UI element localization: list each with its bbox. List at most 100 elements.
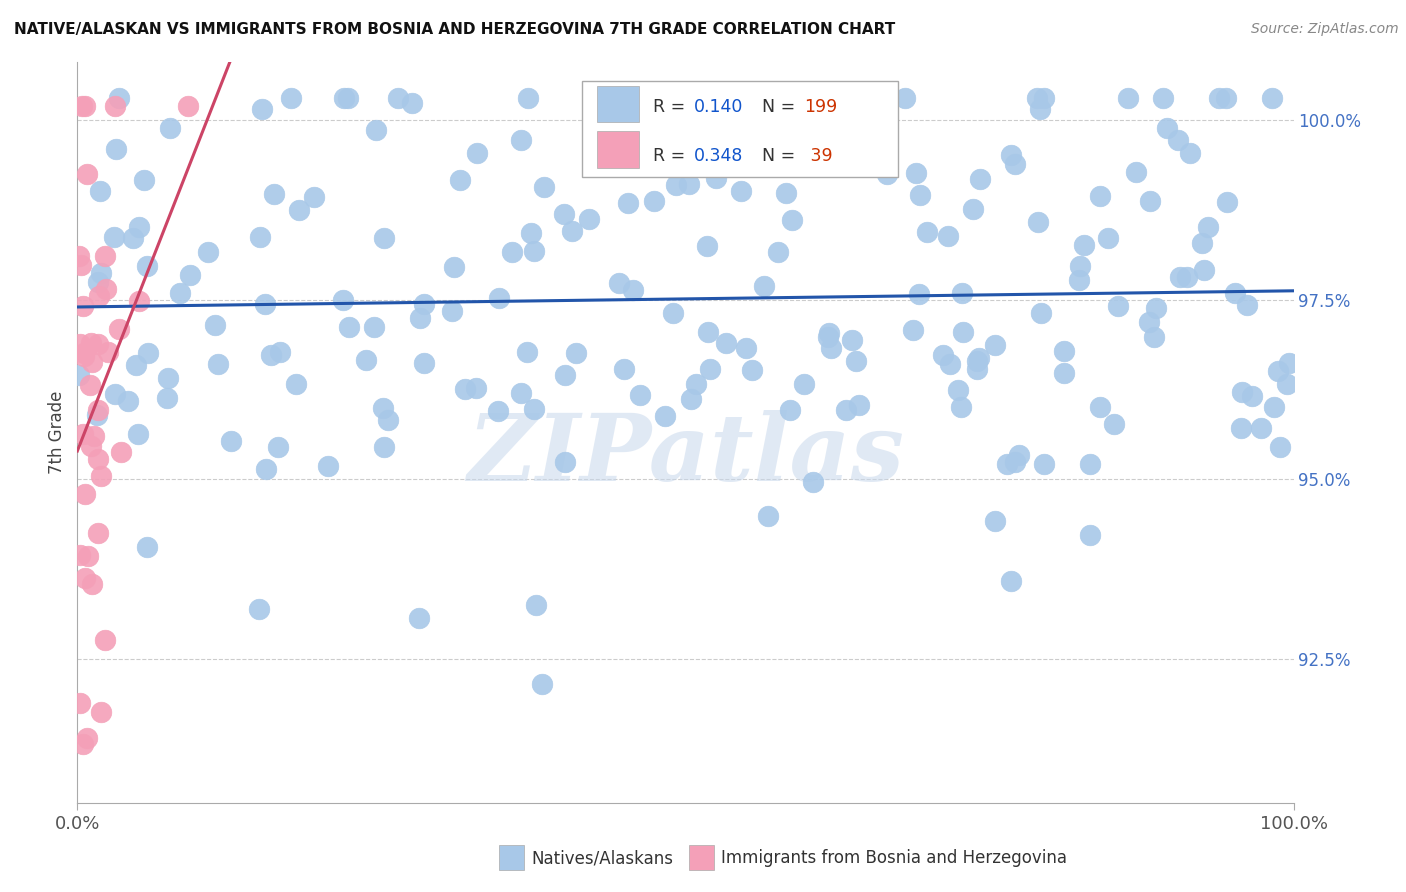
Point [1000,148,1022,162]
Text: N =: N = [762,98,801,116]
Point [363,320,385,334]
Point [104,98,127,112]
Point [76,549,98,563]
Point [413,355,436,369]
Point [679,392,702,406]
Point [377,412,399,426]
Point [1139,194,1161,208]
Point [952,325,974,339]
Point [1168,269,1191,284]
Point [1215,91,1237,105]
Point [221,434,243,448]
Point [1250,421,1272,435]
Point [817,326,839,340]
Point [1230,385,1253,400]
Point [1192,263,1215,277]
Point [966,361,988,376]
Point [1026,215,1049,229]
Point [1078,527,1101,541]
Point [94,283,117,297]
Point [530,677,553,691]
Point [623,130,645,145]
Point [936,228,959,243]
Point [287,203,309,218]
Point [779,402,801,417]
Point [1197,219,1219,234]
Point [946,383,969,397]
Point [336,91,359,105]
Point [665,178,688,193]
Point [1053,366,1076,380]
Point [835,403,858,417]
Point [89,184,111,198]
Point [520,226,543,240]
Text: R =: R = [652,147,690,165]
Point [607,276,630,290]
Point [121,231,143,245]
Point [465,146,488,161]
Y-axis label: 7th Grade: 7th Grade [48,391,66,475]
Point [643,194,665,208]
Point [250,102,273,116]
Point [683,145,706,160]
Text: 199: 199 [804,98,838,116]
Point [1090,400,1112,414]
Point [821,93,844,107]
Point [267,440,290,454]
Point [554,454,576,468]
Point [1261,91,1284,105]
Point [1033,91,1056,105]
Point [1104,417,1126,431]
Point [488,291,510,305]
Text: Source: ZipAtlas.com: Source: ZipAtlas.com [1251,22,1399,37]
Point [685,376,707,391]
Point [1097,231,1119,245]
Point [917,225,939,239]
Point [87,452,110,467]
Point [117,393,139,408]
Point [302,190,325,204]
Point [94,632,117,647]
Text: Immigrants from Bosnia and Herzegovina: Immigrants from Bosnia and Herzegovina [721,849,1067,867]
Point [73,349,96,363]
Point [908,187,931,202]
Point [73,487,96,501]
Point [67,368,90,383]
Point [630,388,652,402]
Point [249,230,271,244]
Point [613,362,636,376]
Point [848,398,870,412]
Point [938,357,960,371]
Point [387,91,409,105]
Point [775,186,797,200]
Point [69,337,91,351]
Point [1178,146,1201,161]
Point [413,296,436,310]
Point [1025,91,1047,105]
Point [523,244,546,259]
Point [1125,164,1147,178]
Point [1033,457,1056,471]
Point [90,705,112,719]
Point [967,351,990,365]
Point [136,345,159,359]
Point [1263,400,1285,414]
Point [1088,189,1111,203]
Point [409,311,432,326]
Point [79,377,101,392]
Point [108,91,131,105]
Point [76,731,98,746]
Point [578,212,600,227]
Point [801,475,824,490]
Point [984,514,1007,528]
Point [401,96,423,111]
Point [908,286,931,301]
Point [69,549,91,563]
Point [97,345,120,359]
Point [76,167,98,181]
Point [1277,377,1299,392]
Point [128,220,150,235]
Point [465,381,488,395]
Point [756,508,779,523]
Point [962,202,984,216]
